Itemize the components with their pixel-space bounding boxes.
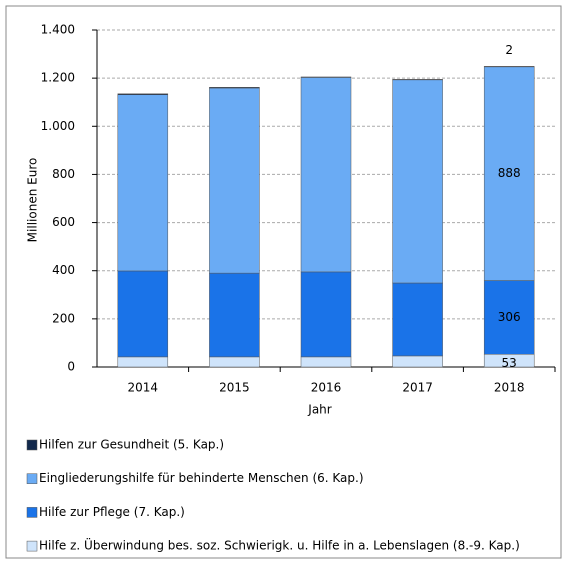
data-label: 53: [502, 356, 517, 370]
legend-label: Hilfen zur Gesundheit (5. Kap.): [39, 438, 224, 452]
data-label: 306: [498, 310, 521, 324]
bar-segment: [209, 88, 259, 273]
legend-swatch: [27, 507, 37, 517]
y-tick-label: 1.200: [41, 71, 75, 85]
data-label: 888: [498, 166, 521, 180]
bar-segment: [118, 94, 168, 95]
x-tick-label: 2015: [219, 381, 250, 395]
bar-segment: [301, 357, 351, 367]
legend-label: Hilfe z. Überwindung bes. soz. Schwierig…: [39, 537, 520, 553]
bar-segment: [118, 271, 168, 357]
bar-segment: [301, 77, 351, 271]
y-tick-label: 1.000: [41, 119, 75, 133]
x-axis-title: Jahr: [307, 403, 331, 417]
y-tick-label: 400: [52, 263, 75, 277]
y-axis-title: Millionen Euro: [26, 158, 40, 243]
bar-segment: [393, 356, 443, 367]
bar-segment: [209, 273, 259, 357]
x-tick-label: 2018: [494, 381, 525, 395]
legend-label: Hilfe zur Pflege (7. Kap.): [39, 505, 185, 519]
bar-segment: [301, 272, 351, 357]
bar-segment: [118, 357, 168, 367]
bar-segment: [118, 95, 168, 271]
y-tick-label: 1.400: [41, 23, 75, 37]
data-label: 2: [505, 43, 513, 57]
bar-segment: [393, 80, 443, 283]
legend-swatch: [27, 541, 37, 551]
bar-segment: [393, 283, 443, 356]
y-tick-label: 200: [52, 311, 75, 325]
x-tick-label: 2016: [311, 381, 342, 395]
legend-swatch: [27, 440, 37, 450]
legend-label: Eingliederungshilfe für behinderte Mensc…: [39, 471, 364, 485]
y-tick-label: 600: [52, 215, 75, 229]
y-tick-label: 800: [52, 167, 75, 181]
x-tick-label: 2014: [128, 381, 159, 395]
bar-segment: [209, 357, 259, 367]
y-tick-label: 0: [67, 360, 75, 374]
x-tick-label: 2017: [402, 381, 433, 395]
legend-swatch: [27, 474, 37, 484]
bar-segment: [209, 87, 259, 88]
